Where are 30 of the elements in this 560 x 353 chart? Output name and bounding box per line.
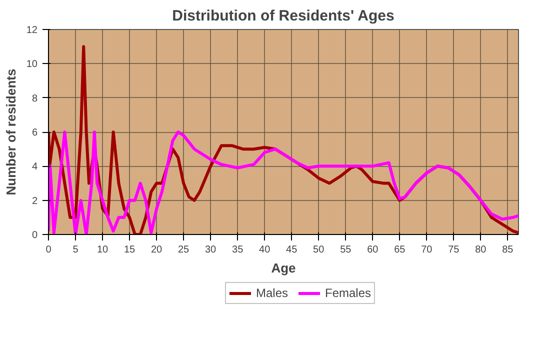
x-tick-label: 65 — [394, 244, 406, 256]
x-tick-label: 45 — [286, 244, 298, 256]
x-tick-label: 30 — [205, 244, 217, 256]
x-tick-label: 50 — [313, 244, 325, 256]
y-axis-title: Number of residents — [3, 68, 18, 196]
y-tick-label: 0 — [32, 230, 38, 241]
x-axis-title: Age — [271, 260, 296, 276]
x-tick-label: 70 — [421, 244, 433, 256]
y-tick-label: 12 — [26, 25, 38, 36]
legend-label: Males — [256, 286, 288, 300]
chart-title: Distribution of Residents' Ages — [172, 8, 394, 24]
y-tick-label: 8 — [32, 93, 38, 104]
x-tick-label: 55 — [340, 244, 352, 256]
x-tick-label: 0 — [46, 244, 52, 256]
x-tick-label: 85 — [502, 244, 514, 256]
legend-label: Females — [325, 286, 372, 300]
x-tick-label: 25 — [178, 244, 190, 256]
x-tick-label: 80 — [475, 244, 487, 256]
y-tick-label: 2 — [32, 196, 38, 207]
x-tick-label: 10 — [96, 244, 109, 256]
x-tick-label: 60 — [367, 244, 379, 256]
x-tick-label: 75 — [448, 244, 460, 256]
y-tick-label: 4 — [32, 162, 38, 173]
x-tick-label: 15 — [124, 244, 136, 256]
x-tick-label: 5 — [72, 244, 79, 256]
x-tick-label: 20 — [150, 244, 163, 256]
y-tick-label: 6 — [32, 128, 38, 138]
x-tick-label: 35 — [232, 244, 244, 256]
y-tick-label: 10 — [26, 59, 38, 70]
x-tick-label: 40 — [259, 244, 271, 256]
